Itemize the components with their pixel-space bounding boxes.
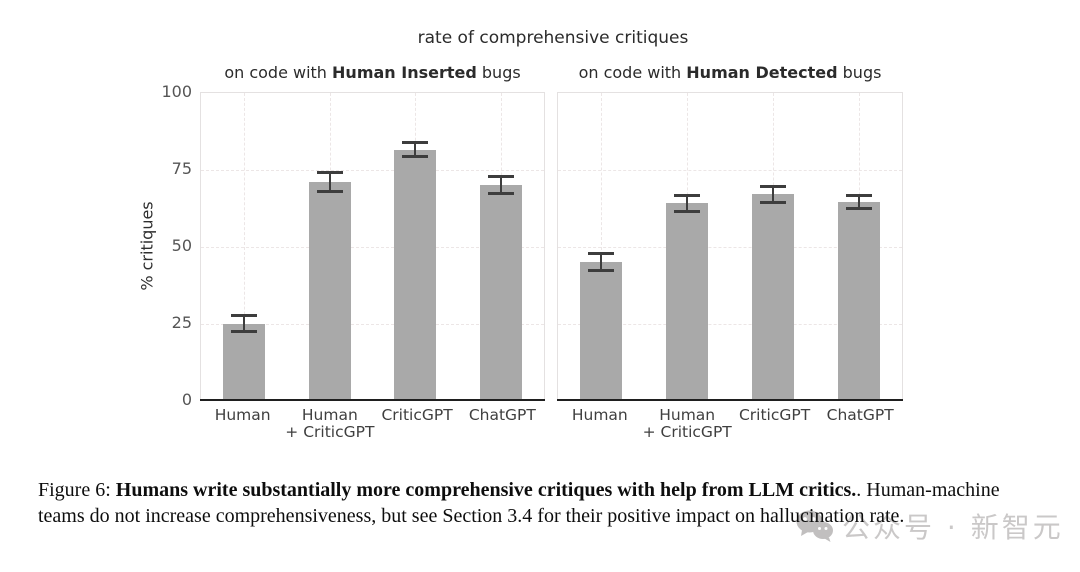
error-bar-human — [242, 315, 245, 332]
bar-human — [222, 323, 265, 399]
x-tick-label: CriticGPT — [738, 406, 811, 424]
x-tick-labels-left: Human Human + CriticGPT CriticGPT ChatGPT — [200, 407, 545, 441]
x-axis-left — [200, 399, 545, 401]
bar-human — [580, 261, 622, 399]
x-tick-label: Human + CriticGPT — [642, 406, 732, 441]
plot-area-right — [557, 92, 903, 401]
subtitle-right: on code with Human Detected bugs — [578, 63, 882, 82]
bar-human-criticgpt — [666, 203, 708, 399]
watermark: 公众号 · 新智元 — [796, 506, 1064, 546]
error-bar-chatgpt — [858, 195, 860, 209]
error-cap-lower-human — [230, 330, 257, 334]
x-tick-label: CriticGPT — [381, 406, 453, 424]
error-cap-upper-chatgpt — [846, 193, 872, 197]
y-tick-label-75: 75 — [171, 159, 192, 178]
error-cap-upper-chatgpt — [488, 174, 515, 178]
plot-area-left — [200, 92, 545, 401]
error-cap-upper-human-criticgpt — [316, 171, 343, 175]
error-cap-upper-human-criticgpt — [674, 193, 700, 197]
column-human-criticgpt — [644, 93, 730, 399]
watermark-text: 公众号 · 新智元 — [842, 511, 1064, 544]
x-tick-label: Human — [571, 406, 628, 424]
x-tick-label: Human — [214, 406, 271, 424]
gridline-h-50 — [201, 247, 544, 248]
gridline-h-75 — [558, 170, 902, 171]
y-tick-label-100: 100 — [161, 82, 192, 101]
gridline-h-25 — [201, 324, 544, 325]
gridline-v — [601, 93, 602, 399]
bar-criticgpt — [752, 194, 794, 399]
column-human-criticgpt — [287, 93, 373, 399]
x-tick-labels-right: Human Human + CriticGPT CriticGPT ChatGPT — [557, 407, 903, 441]
error-bar-human-criticgpt — [686, 195, 688, 212]
error-cap-upper-criticgpt — [760, 184, 786, 188]
gridline-v — [243, 93, 245, 399]
gridline-h-50 — [558, 247, 902, 248]
bar-chatgpt — [480, 184, 523, 399]
error-cap-upper-criticgpt — [402, 140, 429, 144]
caption-rest: . Human-machine teams do not increase co… — [38, 479, 1000, 527]
error-bar-human — [600, 253, 602, 271]
error-cap-lower-chatgpt — [488, 192, 515, 196]
column-human — [558, 93, 644, 399]
error-cap-lower-human-criticgpt — [316, 189, 343, 193]
caption-bold: Humans write substantially more comprehe… — [115, 479, 857, 501]
bar-criticgpt — [394, 149, 437, 399]
column-criticgpt — [373, 93, 459, 399]
caption-prefix: Figure 6: — [38, 479, 116, 501]
wechat-icon — [796, 509, 834, 543]
error-cap-upper-human — [230, 314, 257, 318]
gridline-h-25 — [558, 324, 902, 325]
column-chatgpt — [816, 93, 902, 399]
chart-title: rate of comprehensive critiques — [417, 28, 689, 48]
gridline-h-75 — [201, 170, 544, 171]
x-axis-right — [557, 399, 903, 401]
bar-chatgpt — [838, 201, 880, 399]
error-bar-chatgpt — [500, 176, 503, 194]
y-tick-label-50: 50 — [171, 236, 192, 255]
column-chatgpt — [458, 93, 544, 399]
error-cap-lower-human-criticgpt — [674, 209, 700, 213]
y-tick-label-0: 0 — [181, 390, 192, 409]
column-criticgpt — [730, 93, 816, 399]
x-tick-label: ChatGPT — [826, 406, 894, 424]
bar-columns — [201, 93, 544, 399]
subtitle-left: on code with Human Inserted bugs — [224, 63, 521, 82]
error-bar-human-criticgpt — [328, 172, 331, 192]
figure-caption: Figure 6: Humans write substantially mor… — [38, 477, 1020, 529]
error-bar-criticgpt — [772, 186, 774, 203]
error-cap-lower-criticgpt — [402, 155, 429, 159]
x-tick-label: Human + CriticGPT — [285, 406, 375, 441]
x-tick-label: ChatGPT — [468, 406, 536, 424]
error-cap-upper-human — [588, 252, 614, 256]
bar-columns — [558, 93, 902, 399]
y-tick-label-25: 25 — [171, 313, 192, 332]
bar-human-criticgpt — [308, 181, 351, 399]
error-cap-lower-human — [588, 268, 614, 272]
error-cap-lower-chatgpt — [846, 207, 872, 211]
error-cap-lower-criticgpt — [760, 200, 786, 204]
column-human — [201, 93, 287, 399]
error-bar-criticgpt — [414, 142, 417, 157]
